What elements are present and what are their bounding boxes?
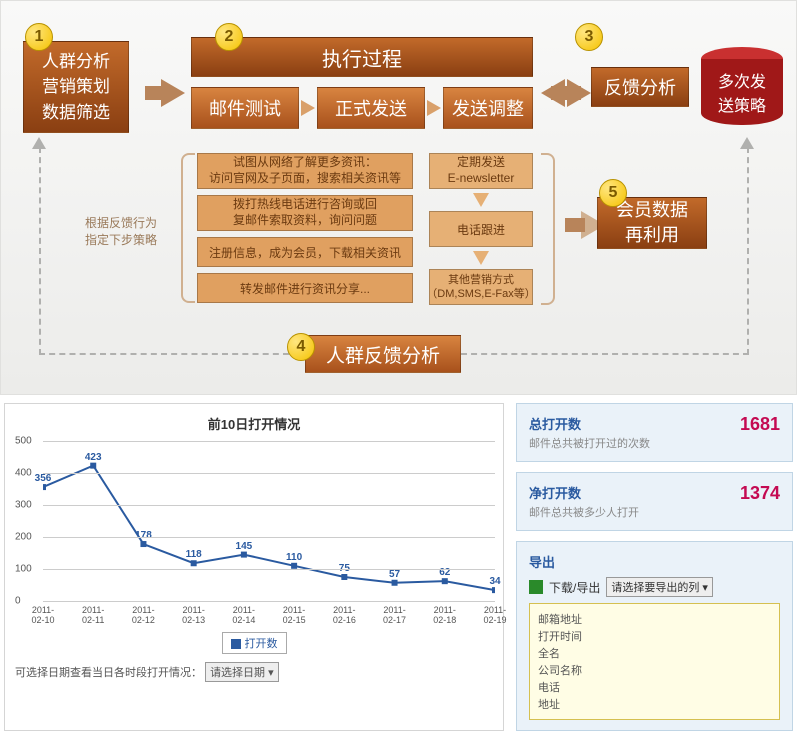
analytics-section: 前10日打开情况 35642317811814511075576234 0100… [0, 395, 797, 739]
badge-4: 4 [287, 333, 315, 361]
process-diagram: 1 人群分析 营销策划 数据筛选 2 执行过程 邮件测试 正式发送 发送调整 3… [0, 0, 797, 395]
step3-box: 反馈分析 [591, 67, 689, 107]
dash-arrow-2 [740, 137, 754, 149]
badge-5: 5 [599, 179, 627, 207]
left-bracket [181, 153, 195, 303]
xls-icon [529, 580, 543, 594]
stat-unique-opens: 1374 净打开数 邮件总共被多少人打开 [516, 472, 793, 531]
export-field-list[interactable]: 邮箱地址打开时间全名公司名称电话地址 [529, 603, 780, 720]
footer-label: 可选择日期查看当日各时段打开情况： [15, 667, 202, 679]
export-field[interactable]: 电话 [538, 679, 771, 695]
export-label: 下载/导出 [549, 579, 600, 596]
chart-footer: 可选择日期查看当日各时段打开情况： 请选择日期 ▾ [15, 662, 493, 682]
stat-total-opens: 1681 总打开数 邮件总共被打开过的次数 [516, 403, 793, 462]
arrow-1to2 [161, 79, 185, 107]
export-card: 导出 下载/导出 请选择要导出的列 ▾ 邮箱地址打开时间全名公司名称电话地址 [516, 541, 793, 731]
export-select[interactable]: 请选择要导出的列 ▾ [606, 577, 713, 597]
stats-column: 1681 总打开数 邮件总共被打开过的次数 1374 净打开数 邮件总共被多少人… [516, 403, 793, 731]
action-right-1: 定期发送 E-newsletter [429, 153, 533, 189]
dash-v2 [747, 147, 749, 355]
step1-box: 人群分析 营销策划 数据筛选 [23, 41, 129, 133]
sub-arrow-1 [301, 100, 315, 116]
arrow-3to2 [541, 79, 565, 107]
export-field[interactable]: 打开时间 [538, 628, 771, 644]
badge-3: 3 [575, 23, 603, 51]
action-left-2: 拨打热线电话进行咨询或回 复邮件索取资料，询问问题 [197, 195, 413, 231]
step2-header: 执行过程 [191, 37, 533, 77]
stat1-value: 1681 [740, 414, 780, 435]
dash-h1 [39, 353, 289, 355]
right-bracket [541, 153, 555, 305]
sub-arrow-2 [427, 100, 441, 116]
action-left-4: 转发邮件进行资讯分享... [197, 273, 413, 303]
action-left-3: 注册信息，成为会员，下载相关资讯 [197, 237, 413, 267]
chart-area: 35642317811814511075576234 0100200300400… [15, 441, 495, 626]
chart-legend: 打开数 [15, 632, 493, 654]
dash-h2 [461, 353, 749, 355]
step2-sub-1: 邮件测试 [191, 87, 299, 129]
cylinder: 多次发 送策略 [701, 47, 783, 137]
date-select[interactable]: 请选择日期 ▾ [205, 662, 279, 682]
export-field[interactable]: 地址 [538, 696, 771, 712]
down-arrow-1 [473, 193, 489, 207]
chart-panel: 前10日打开情况 35642317811814511075576234 0100… [4, 403, 504, 731]
step2-sub-3: 发送调整 [443, 87, 533, 129]
chart-title: 前10日打开情况 [15, 414, 493, 433]
stat2-value: 1374 [740, 483, 780, 504]
export-field[interactable]: 公司名称 [538, 662, 771, 678]
action-left-1: 试图从网络了解更多资讯： 访问官网及子页面，搜索相关资讯等 [197, 153, 413, 189]
badge-1: 1 [25, 23, 53, 51]
down-arrow-2 [473, 251, 489, 265]
badge-2: 2 [215, 23, 243, 51]
strategy-note: 根据反馈行为 指定下步策略 [73, 215, 169, 249]
step4-box: 人群反馈分析 [305, 335, 461, 373]
stat2-desc: 邮件总共被多少人打开 [529, 504, 780, 520]
action-right-3: 其他营销方式 （DM,SMS,E-Fax等） [429, 269, 533, 305]
dash-v1 [39, 147, 41, 355]
export-field[interactable]: 邮箱地址 [538, 611, 771, 627]
stat1-desc: 邮件总共被打开过的次数 [529, 435, 780, 451]
export-title: 导出 [529, 552, 780, 571]
legend-label: 打开数 [245, 638, 278, 650]
action-right-2: 电话跟进 [429, 211, 533, 247]
export-field[interactable]: 全名 [538, 645, 771, 661]
step2-sub-2: 正式发送 [317, 87, 425, 129]
dash-arrow-1 [32, 137, 46, 149]
